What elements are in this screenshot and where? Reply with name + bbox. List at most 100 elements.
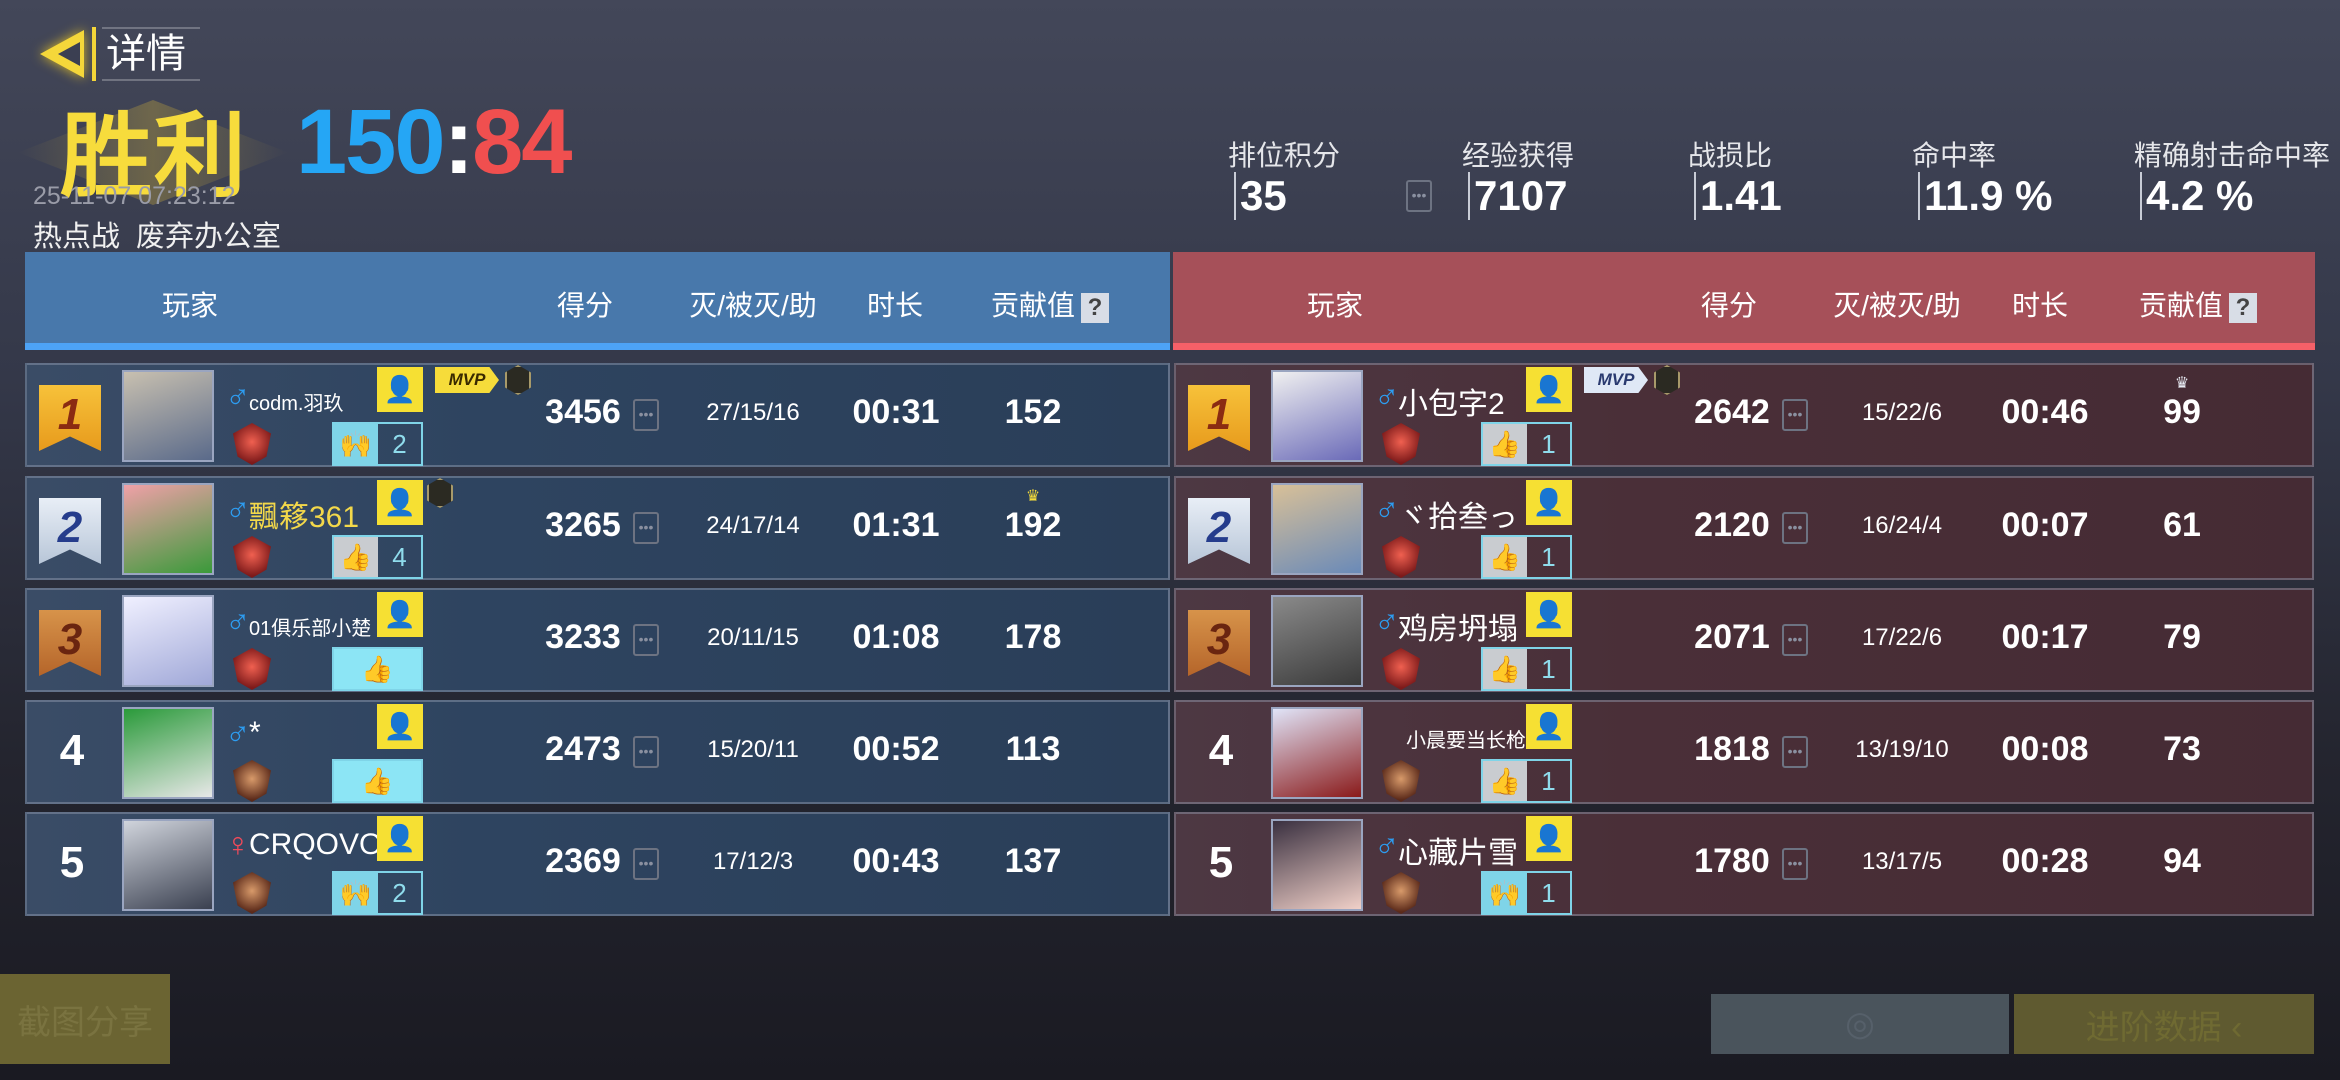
- score-detail-button[interactable]: •••: [1782, 848, 1808, 880]
- player-score: 3265: [545, 506, 621, 544]
- player-row[interactable]: 4 ♂ * 👤 👍 2473 ••• 15/20/11 00:52 113: [25, 700, 1170, 804]
- male-icon: ♂: [225, 490, 251, 528]
- add-friend-button[interactable]: 👤: [1526, 480, 1572, 525]
- player-kda: 27/15/16: [706, 399, 800, 426]
- score-detail-button[interactable]: •••: [1782, 736, 1808, 768]
- player-score: 3233: [545, 618, 621, 656]
- add-friend-button[interactable]: 👤: [1526, 816, 1572, 861]
- avatar[interactable]: [122, 370, 214, 462]
- rank-emblem-icon: [1382, 872, 1420, 914]
- player-row[interactable]: 1 ♂ 小包字2 👤 👍 1 MVP 2642 ••• 15/22/6 00:46…: [1174, 363, 2314, 467]
- player-row[interactable]: 5 ♂ 心藏片雪 👤 🙌 1 1780 ••• 13/17/5 00:28 94: [1174, 812, 2314, 916]
- player-duration: 00:07: [2001, 506, 2089, 544]
- rank-number: 4: [1208, 726, 1234, 775]
- avatar[interactable]: [122, 707, 214, 799]
- player-row[interactable]: 3 ♂ 鸡房坍塌 👤 👍 1 2071 ••• 17/22/6 00:17 79: [1174, 588, 2314, 692]
- like-button[interactable]: 👍 4: [332, 535, 423, 579]
- add-friend-button[interactable]: 👤: [377, 367, 423, 412]
- avatar[interactable]: [122, 483, 214, 575]
- rank-badge: 3: [39, 610, 101, 676]
- player-row[interactable]: 2 ♂ 飄簃361 👤 👍 4 3265 ••• 24/17/14 01:31 ♛…: [25, 476, 1170, 580]
- like-button[interactable]: 🙌 2: [332, 422, 423, 466]
- add-friend-button[interactable]: 👤: [377, 816, 423, 861]
- player-duration: 00:28: [2001, 842, 2089, 880]
- help-icon[interactable]: ?: [2229, 292, 2258, 323]
- avatar[interactable]: [1271, 819, 1363, 911]
- avatar[interactable]: [1271, 483, 1363, 575]
- player-score: 2642: [1694, 393, 1770, 431]
- like-button[interactable]: 👍: [332, 647, 423, 691]
- stat-value: 11.9 %: [1918, 172, 2052, 220]
- score-detail-button[interactable]: •••: [633, 624, 659, 656]
- like-button[interactable]: 🙌 1: [1481, 871, 1572, 915]
- thumbs-up-icon: 👍: [1483, 649, 1527, 689]
- rank-badge: 3: [1188, 610, 1250, 676]
- like-button[interactable]: 👍 1: [1481, 535, 1572, 579]
- player-row[interactable]: 5 ♀ CRQOVO 👤 🙌 2 2369 ••• 17/12/3 00:43 1…: [25, 812, 1170, 916]
- add-friend-icon: 👤: [383, 599, 417, 629]
- rank-emblem-icon: [233, 536, 271, 578]
- match-info: 热点战 废弃办公室: [33, 213, 297, 255]
- player-duration: 00:52: [852, 730, 940, 768]
- score-detail-button[interactable]: •••: [633, 512, 659, 544]
- like-button[interactable]: 👍 1: [1481, 759, 1572, 803]
- avatar[interactable]: [1271, 595, 1363, 687]
- add-friend-button[interactable]: 👤: [377, 704, 423, 749]
- player-duration: 00:17: [2001, 618, 2089, 656]
- back-button[interactable]: 详情: [40, 26, 210, 82]
- score-detail-button[interactable]: •••: [633, 848, 659, 880]
- player-name: 鸡房坍塌: [1398, 613, 1518, 646]
- col-score: 得分: [556, 290, 614, 321]
- medal-icon: [427, 478, 453, 508]
- score-detail-button[interactable]: •••: [1782, 624, 1808, 656]
- player-duration: 01:08: [852, 618, 940, 656]
- score-separator: :: [443, 91, 475, 193]
- add-friend-button[interactable]: 👤: [1526, 592, 1572, 637]
- player-duration: 00:46: [2001, 393, 2089, 431]
- avatar[interactable]: [122, 595, 214, 687]
- avatar[interactable]: [122, 819, 214, 911]
- avatar[interactable]: [1271, 370, 1363, 462]
- player-kda: 13/17/5: [1861, 848, 1943, 875]
- player-name: CRQOVO: [249, 828, 383, 861]
- like-button[interactable]: 👍 1: [1481, 647, 1572, 691]
- like-button[interactable]: 👍: [332, 759, 423, 803]
- rank-emblem-icon: [233, 760, 271, 802]
- rank-emblem-icon: [1382, 760, 1420, 802]
- stat-label: 命中率: [1912, 140, 1997, 171]
- player-row[interactable]: 2 ♂ ヾ拾叁っ 👤 👍 1 2120 ••• 16/24/4 00:07 61: [1174, 476, 2314, 580]
- add-friend-button[interactable]: 👤: [1526, 367, 1572, 412]
- score-detail-button[interactable]: •••: [633, 736, 659, 768]
- rank-badge: 1: [39, 385, 101, 451]
- thumbs-up-icon: 👍: [334, 537, 378, 577]
- add-friend-button[interactable]: 👤: [377, 480, 423, 525]
- like-count: 2: [392, 878, 407, 908]
- player-row[interactable]: 1 ♂ codm.羽玖 👤 🙌 2 MVP 3456 ••• 27/15/16 0…: [25, 363, 1170, 467]
- player-row[interactable]: 4 小晨要当长枪神 👤 👍 1 1818 ••• 13/19/10 00:08 7…: [1174, 700, 2314, 804]
- score-detail-button[interactable]: •••: [1782, 399, 1808, 431]
- advanced-data-button[interactable]: 进阶数据 ‹: [2014, 994, 2314, 1054]
- player-score: 1780: [1694, 842, 1770, 880]
- like-button[interactable]: 👍 1: [1481, 422, 1572, 466]
- more-icon[interactable]: •••: [1406, 180, 1432, 212]
- player-row[interactable]: 3 ♂ 01俱乐部小楚 👤 👍 3233 ••• 20/11/15 01:08 …: [25, 588, 1170, 692]
- crown-icon: ♛: [2174, 375, 2190, 392]
- help-icon[interactable]: ?: [1081, 292, 1110, 323]
- replay-button[interactable]: ◎: [1711, 994, 2009, 1054]
- score-detail-button[interactable]: •••: [1782, 512, 1808, 544]
- score-detail-button[interactable]: •••: [633, 399, 659, 431]
- add-friend-button[interactable]: 👤: [1526, 704, 1572, 749]
- thumbs-up-icon: 👍: [1483, 424, 1527, 464]
- stat-label: 排位积分: [1228, 140, 1341, 171]
- screenshot-share-button[interactable]: 截图分享: [0, 974, 170, 1064]
- add-friend-icon: 👤: [383, 374, 417, 404]
- male-icon: ♂: [225, 714, 251, 752]
- rank-emblem-icon: [1382, 536, 1420, 578]
- like-button[interactable]: 🙌 2: [332, 871, 423, 915]
- add-friend-button[interactable]: 👤: [377, 592, 423, 637]
- player-contribution: 178: [1004, 618, 1062, 656]
- avatar[interactable]: [1271, 707, 1363, 799]
- add-friend-icon: 👤: [1532, 823, 1566, 853]
- col-player: 玩家: [1306, 290, 1364, 321]
- col-score: 得分: [1700, 290, 1758, 321]
